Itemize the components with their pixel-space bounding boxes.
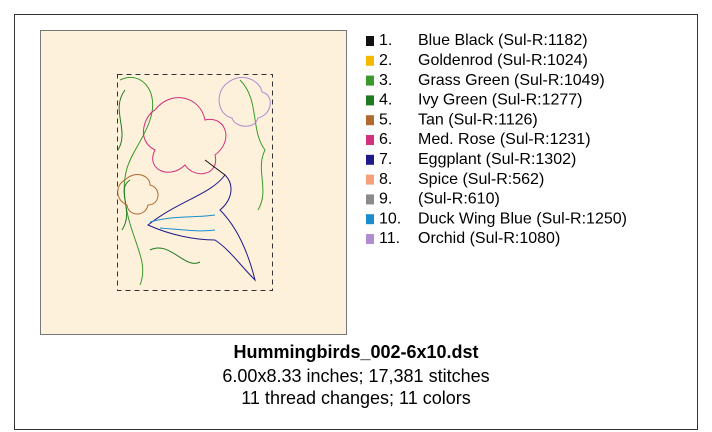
color-swatch bbox=[366, 135, 374, 145]
color-name: Goldenrod (Sul-R:1024) bbox=[418, 52, 588, 69]
color-number: 10. bbox=[379, 210, 401, 227]
color-name: Eggplant (Sul-R:1302) bbox=[418, 151, 576, 168]
color-swatch bbox=[366, 234, 374, 244]
color-number: 8. bbox=[379, 171, 392, 188]
color-swatch bbox=[366, 115, 374, 126]
color-name: Tan (Sul-R:1126) bbox=[418, 111, 538, 128]
color-name: Ivy Green (Sul-R:1277) bbox=[418, 92, 583, 109]
size-info: 6.00x8.33 inches; 17,381 stitches bbox=[222, 366, 489, 386]
color-swatch bbox=[366, 75, 374, 86]
color-swatch bbox=[366, 95, 374, 106]
color-name: Orchid (Sul-R:1080) bbox=[418, 230, 560, 247]
file-name: Hummingbirds_002-6x10.dst bbox=[233, 342, 478, 362]
color-name: Med. Rose (Sul-R:1231) bbox=[418, 131, 591, 148]
color-swatch bbox=[366, 194, 374, 205]
color-swatch bbox=[366, 174, 374, 185]
hoop-panel bbox=[40, 30, 347, 335]
color-name: Duck Wing Blue (Sul-R:1250) bbox=[418, 210, 627, 227]
color-number: 7. bbox=[379, 151, 392, 168]
color-swatch bbox=[366, 55, 374, 66]
color-number: 4. bbox=[379, 92, 392, 109]
color-number: 6. bbox=[379, 131, 392, 148]
color-swatch bbox=[366, 36, 374, 46]
color-number: 2. bbox=[379, 52, 392, 69]
thread-info: 11 thread changes; 11 colors bbox=[241, 388, 470, 408]
color-number: 1. bbox=[379, 32, 392, 49]
color-swatch bbox=[366, 214, 374, 225]
color-swatch bbox=[366, 154, 374, 165]
design-bounds bbox=[117, 74, 273, 291]
color-name: Spice (Sul-R:562) bbox=[418, 171, 544, 188]
stitch-art bbox=[117, 76, 271, 286]
color-number: 9. bbox=[379, 191, 392, 208]
color-number: 5. bbox=[379, 111, 392, 128]
color-name: Grass Green (Sul-R:1049) bbox=[418, 72, 605, 89]
color-name: (Sul-R:610) bbox=[418, 191, 500, 208]
color-number: 11. bbox=[379, 230, 400, 247]
color-name: Blue Black (Sul-R:1182) bbox=[418, 32, 588, 49]
color-number: 3. bbox=[379, 72, 392, 89]
